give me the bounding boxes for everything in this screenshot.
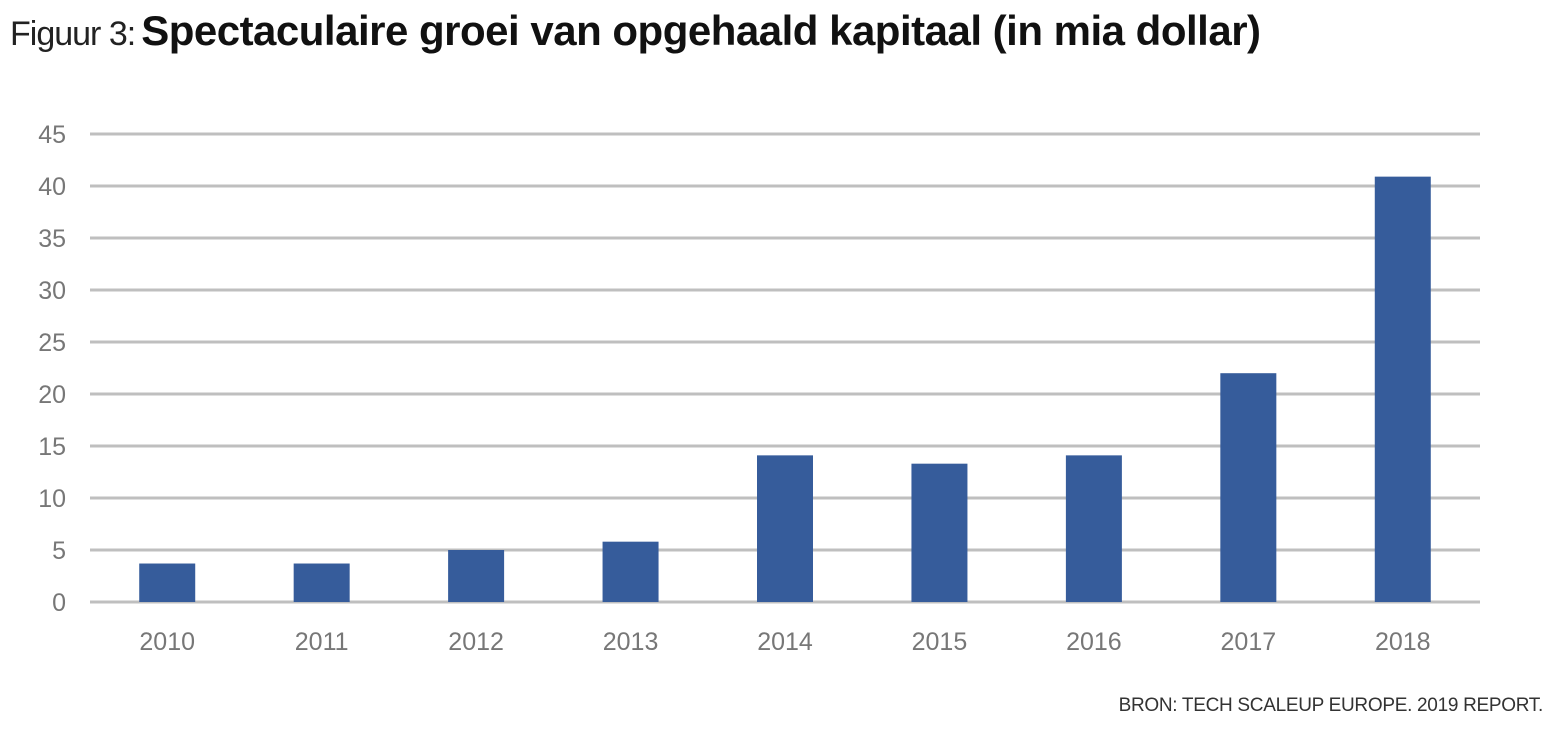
y-tick-label: 0 [52, 589, 66, 617]
x-axis-ticks: 2010 2011 2012 2013 2014 2015 2016 2017 2018 [139, 628, 1430, 656]
y-axis-ticks: 0 5 10 15 20 25 30 35 40 45 [38, 121, 66, 617]
y-tick-label: 20 [38, 381, 66, 409]
source-note: BRON: TECH SCALEUP EUROPE. 2019 REPORT. [1118, 695, 1544, 716]
y-tick-label: 10 [38, 485, 66, 513]
y-tick-label: 25 [38, 329, 66, 357]
bar-2010 [139, 563, 196, 602]
y-tick-label: 35 [38, 225, 66, 253]
y-tick-label: 15 [38, 433, 66, 461]
bar-2015 [911, 463, 968, 602]
chart-title: Figuur 3: Spectaculaire groei van opgehaa… [10, 0, 1261, 62]
figure-number: Figuur 3: [10, 15, 136, 53]
y-tick-label: 45 [38, 121, 66, 149]
x-tick-label: 2014 [757, 628, 813, 656]
chart-title-main: Spectaculaire groei van opgehaald kapita… [141, 7, 1261, 54]
bar-2018 [1374, 176, 1431, 602]
x-tick-label: 2016 [1066, 628, 1122, 656]
x-tick-label: 2012 [448, 628, 504, 656]
bar-2013 [602, 541, 659, 602]
y-tick-label: 5 [52, 537, 66, 565]
x-tick-label: 2015 [912, 628, 968, 656]
bar-2017 [1220, 373, 1277, 602]
bar-2011 [293, 563, 350, 602]
x-tick-label: 2017 [1221, 628, 1277, 656]
y-tick-label: 30 [38, 277, 66, 305]
x-tick-label: 2013 [603, 628, 659, 656]
bar-2012 [448, 550, 505, 602]
bar-2014 [757, 455, 813, 602]
bars [139, 176, 1431, 602]
y-tick-label: 40 [38, 173, 66, 201]
bar-2016 [1065, 455, 1122, 602]
x-tick-label: 2011 [295, 628, 349, 656]
x-tick-label: 2018 [1375, 628, 1431, 656]
x-tick-label: 2010 [139, 628, 195, 656]
